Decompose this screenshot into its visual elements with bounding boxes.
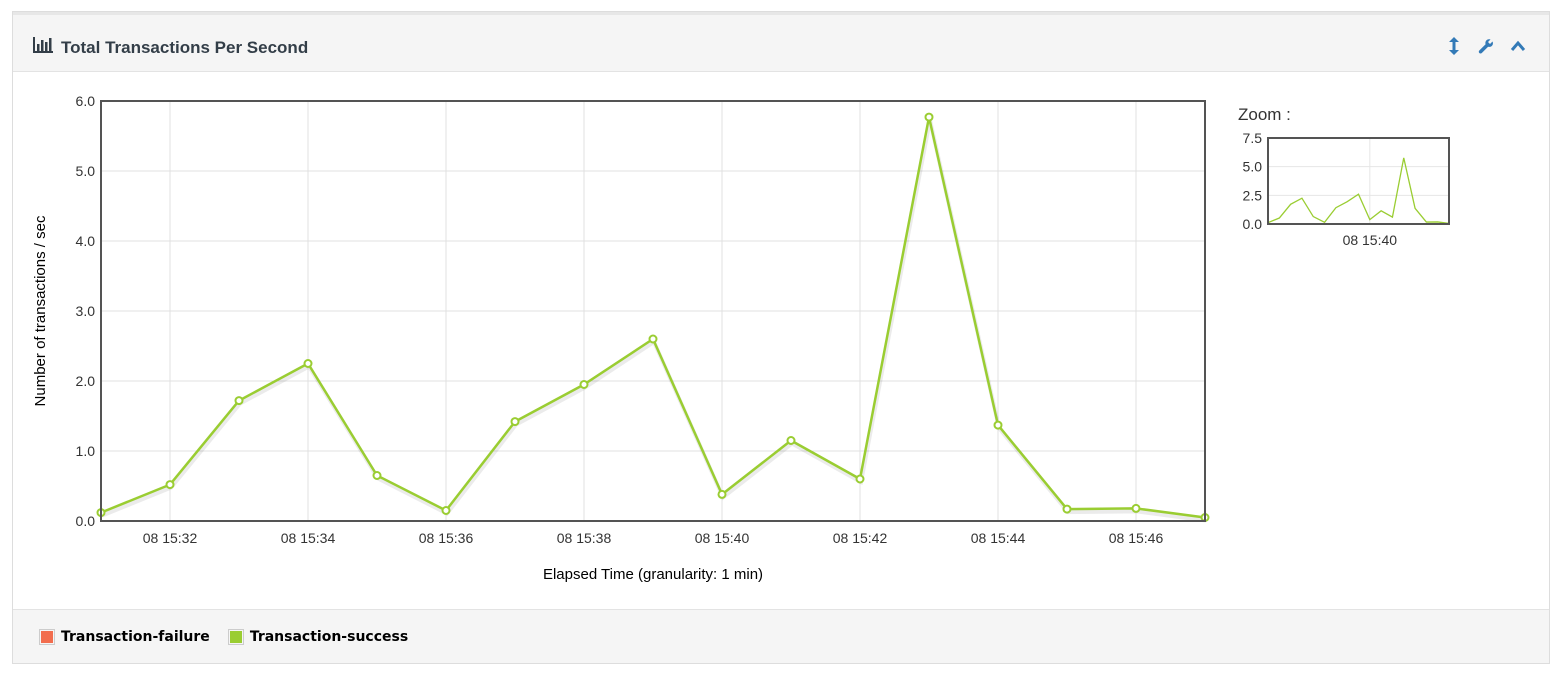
- x-tick-label: 08 15:44: [971, 530, 1026, 546]
- x-tick-label: 08 15:34: [281, 530, 336, 546]
- zoom-overview: 0.0 2.5 5.0 7.5 08 15:40: [1243, 130, 1450, 248]
- legend-swatch-failure: [41, 630, 53, 643]
- y-tick-label: 1.0: [76, 443, 96, 459]
- data-point: [372, 471, 382, 480]
- zoom-y-tick-label: 5.0: [1243, 159, 1263, 175]
- zoom-y-tick-label: 0.0: [1243, 216, 1263, 232]
- page-title: Total Transactions Per Second: [61, 37, 309, 57]
- plot-border: [100, 100, 1206, 522]
- zoom-series-line: [1267, 157, 1450, 225]
- zoom-x-tick-label: 08 15:40: [1343, 232, 1398, 248]
- data-point: [993, 420, 1003, 430]
- data-point: [441, 506, 451, 515]
- y-tick-label: 5.0: [76, 163, 96, 179]
- x-tick-label: 08 15:46: [1109, 530, 1164, 546]
- data-point: [303, 359, 313, 368]
- x-tick-label: 08 15:32: [143, 530, 198, 546]
- bar-chart-icon: [33, 37, 53, 58]
- chevron-up-icon[interactable]: [1509, 37, 1527, 55]
- series-shadow: [101, 119, 1207, 523]
- data-point: [855, 474, 865, 484]
- transactions-panel: Total Transactions Per Second 0.0 1.0 2.0 3…: [12, 11, 1550, 664]
- legend-label-success: Transaction-success: [249, 628, 409, 645]
- zoom-y-tick-label: 2.5: [1243, 187, 1263, 203]
- x-axis-label: Elapsed Time (granularity: 1 min): [543, 566, 763, 583]
- tps-chart[interactable]: 0.0 1.0 2.0 3.0 4.0 5.0 6.0 08 15:32 08 15:34 08 …: [13, 72, 1549, 610]
- chart-area: 0.0 1.0 2.0 3.0 4.0 5.0 6.0 08 15:32 08 15:34 08 …: [13, 72, 1549, 610]
- y-tick-label: 6.0: [76, 93, 96, 109]
- legend-item-success[interactable]: Transaction-success: [227, 628, 409, 645]
- y-tick-label: 0.0: [76, 513, 96, 529]
- panel-tools: [1445, 37, 1527, 55]
- y-tick-label: 2.0: [76, 373, 96, 389]
- legend-item-failure[interactable]: Transaction-failure: [39, 628, 210, 645]
- data-point: [648, 334, 658, 344]
- data-point: [924, 112, 934, 122]
- y-tick-label: 4.0: [76, 233, 96, 249]
- zoom-y-tick-label: 7.5: [1243, 130, 1263, 146]
- x-tick-label: 08 15:40: [695, 530, 750, 546]
- data-point: [1131, 503, 1141, 513]
- data-point: [510, 417, 520, 427]
- data-point: [579, 380, 589, 389]
- y-tick-label: 3.0: [76, 303, 96, 319]
- data-point: [234, 396, 244, 406]
- legend-swatch-success: [229, 630, 242, 643]
- resize-vertical-icon[interactable]: [1445, 37, 1463, 55]
- series-line: [100, 115, 1206, 519]
- data-point: [165, 480, 175, 490]
- legend-label-failure: Transaction-failure: [61, 628, 210, 645]
- x-tick-label: 08 15:36: [419, 530, 474, 546]
- zoom-border: [1267, 137, 1450, 225]
- series-transaction-success: [96, 112, 1210, 523]
- data-point: [786, 436, 796, 445]
- legend: Transaction-failure Transaction-success: [13, 609, 1549, 663]
- zoom-label: Zoom :: [1238, 105, 1291, 124]
- panel-title: Total Transactions Per Second: [33, 37, 308, 58]
- data-point: [717, 489, 727, 499]
- data-point: [1062, 504, 1072, 514]
- x-tick-label: 08 15:38: [557, 530, 612, 546]
- x-tick-label: 08 15:42: [833, 530, 888, 546]
- chart-grid: [101, 100, 1205, 522]
- wrench-icon[interactable]: [1477, 37, 1495, 55]
- panel-header: Total Transactions Per Second: [13, 12, 1549, 72]
- y-axis-label: Number of transactions / sec: [32, 215, 49, 406]
